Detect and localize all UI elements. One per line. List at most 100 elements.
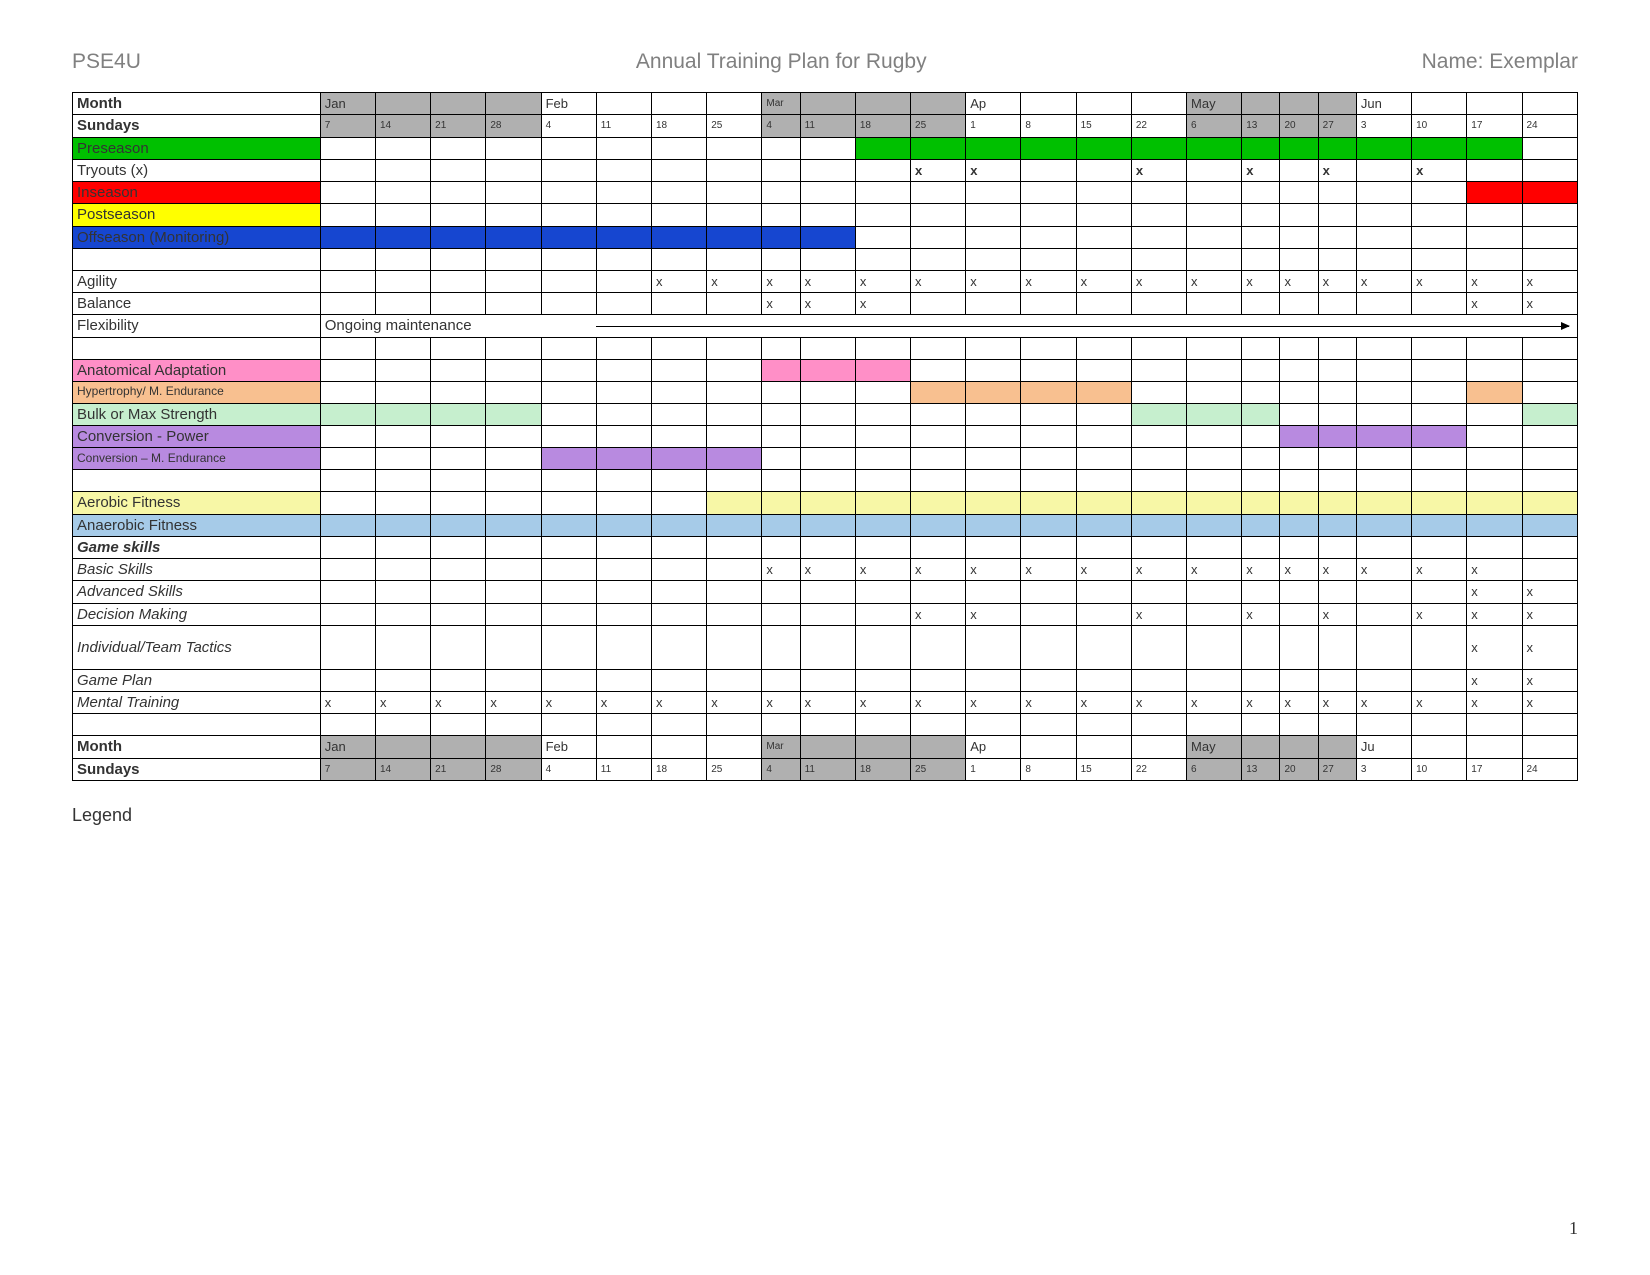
cell (651, 625, 706, 669)
cell (1412, 293, 1467, 315)
cell: x (1318, 603, 1356, 625)
cell: x (1522, 270, 1578, 292)
cell (431, 625, 486, 669)
cell (1242, 93, 1280, 115)
cell (651, 669, 706, 691)
cell: x (1412, 603, 1467, 625)
row-label: Flexibility (73, 315, 321, 337)
cell (800, 337, 855, 359)
cell (1187, 581, 1242, 603)
cell: x (707, 692, 762, 714)
cell (1412, 359, 1467, 381)
cell (596, 448, 651, 470)
cell (541, 625, 596, 669)
cell (762, 514, 800, 536)
cell (486, 381, 541, 403)
cell (651, 492, 706, 514)
cell: x (966, 692, 1021, 714)
cell (651, 204, 706, 226)
cell (762, 381, 800, 403)
cell (966, 714, 1021, 736)
row-tactics: Individual/Team Tacticsxx (73, 625, 1578, 669)
row-aerobic: Aerobic Fitness (73, 492, 1578, 514)
cell (1242, 182, 1280, 204)
cell (1131, 625, 1186, 669)
cell (1076, 204, 1131, 226)
row-mental: Mental Trainingxxxxxxxxxxxxxxxxxxxxxxxx (73, 692, 1578, 714)
cell (1076, 426, 1131, 448)
cell: 4 (541, 758, 596, 780)
cell (855, 536, 910, 558)
cell: x (1076, 692, 1131, 714)
cell (1318, 714, 1356, 736)
cell: 22 (1131, 115, 1186, 137)
cell: 11 (800, 115, 855, 137)
cell (1467, 470, 1522, 492)
cell: 6 (1187, 758, 1242, 780)
cell (1131, 581, 1186, 603)
cell: 28 (486, 115, 541, 137)
cell: x (1522, 625, 1578, 669)
cell (966, 470, 1021, 492)
cell: x (1356, 559, 1411, 581)
cell: Jun (1356, 93, 1411, 115)
cell: 27 (1318, 115, 1356, 137)
cell (651, 381, 706, 403)
cell (1522, 736, 1578, 758)
cell: 3 (1356, 115, 1411, 137)
cell: x (1522, 603, 1578, 625)
cell (911, 182, 966, 204)
cell (966, 359, 1021, 381)
cell: x (1242, 692, 1280, 714)
cell (1187, 669, 1242, 691)
cell (1076, 625, 1131, 669)
cell (855, 381, 910, 403)
cell (1522, 536, 1578, 558)
cell: x (966, 270, 1021, 292)
cell (375, 426, 430, 448)
row-anaerobic: Anaerobic Fitness (73, 514, 1578, 536)
cell: x (762, 270, 800, 292)
cell (1467, 492, 1522, 514)
cell (596, 492, 651, 514)
cell (1187, 182, 1242, 204)
cell: x (1131, 603, 1186, 625)
cell: x (651, 270, 706, 292)
cell (1318, 536, 1356, 558)
cell (966, 536, 1021, 558)
cell (1412, 337, 1467, 359)
cell (1280, 625, 1318, 669)
row-anatomical: Anatomical Adaptation (73, 359, 1578, 381)
cell: x (1021, 270, 1076, 292)
cell (966, 492, 1021, 514)
row-label: Agility (73, 270, 321, 292)
cell (762, 581, 800, 603)
cell (1318, 581, 1356, 603)
cell (596, 93, 651, 115)
cell (1318, 381, 1356, 403)
cell (1318, 293, 1356, 315)
cell (1522, 226, 1578, 248)
header-row-month: MonthJanFebMarApMayJun (73, 93, 1578, 115)
cell (1467, 403, 1522, 425)
cell (911, 93, 966, 115)
row-label: Conversion – M. Endurance (73, 448, 321, 470)
cell (966, 448, 1021, 470)
cell (431, 359, 486, 381)
cell (431, 448, 486, 470)
row-label: Bulk or Max Strength (73, 403, 321, 425)
cell (800, 426, 855, 448)
cell (1412, 625, 1467, 669)
cell: 25 (707, 758, 762, 780)
page-number: 1 (1569, 1218, 1578, 1239)
cell: 25 (911, 115, 966, 137)
cell: x (1318, 270, 1356, 292)
cell (320, 514, 375, 536)
cell (541, 492, 596, 514)
cell (320, 426, 375, 448)
cell: 6 (1187, 115, 1242, 137)
cell: x (541, 692, 596, 714)
cell (375, 736, 430, 758)
cell: x (320, 692, 375, 714)
cell (1076, 669, 1131, 691)
